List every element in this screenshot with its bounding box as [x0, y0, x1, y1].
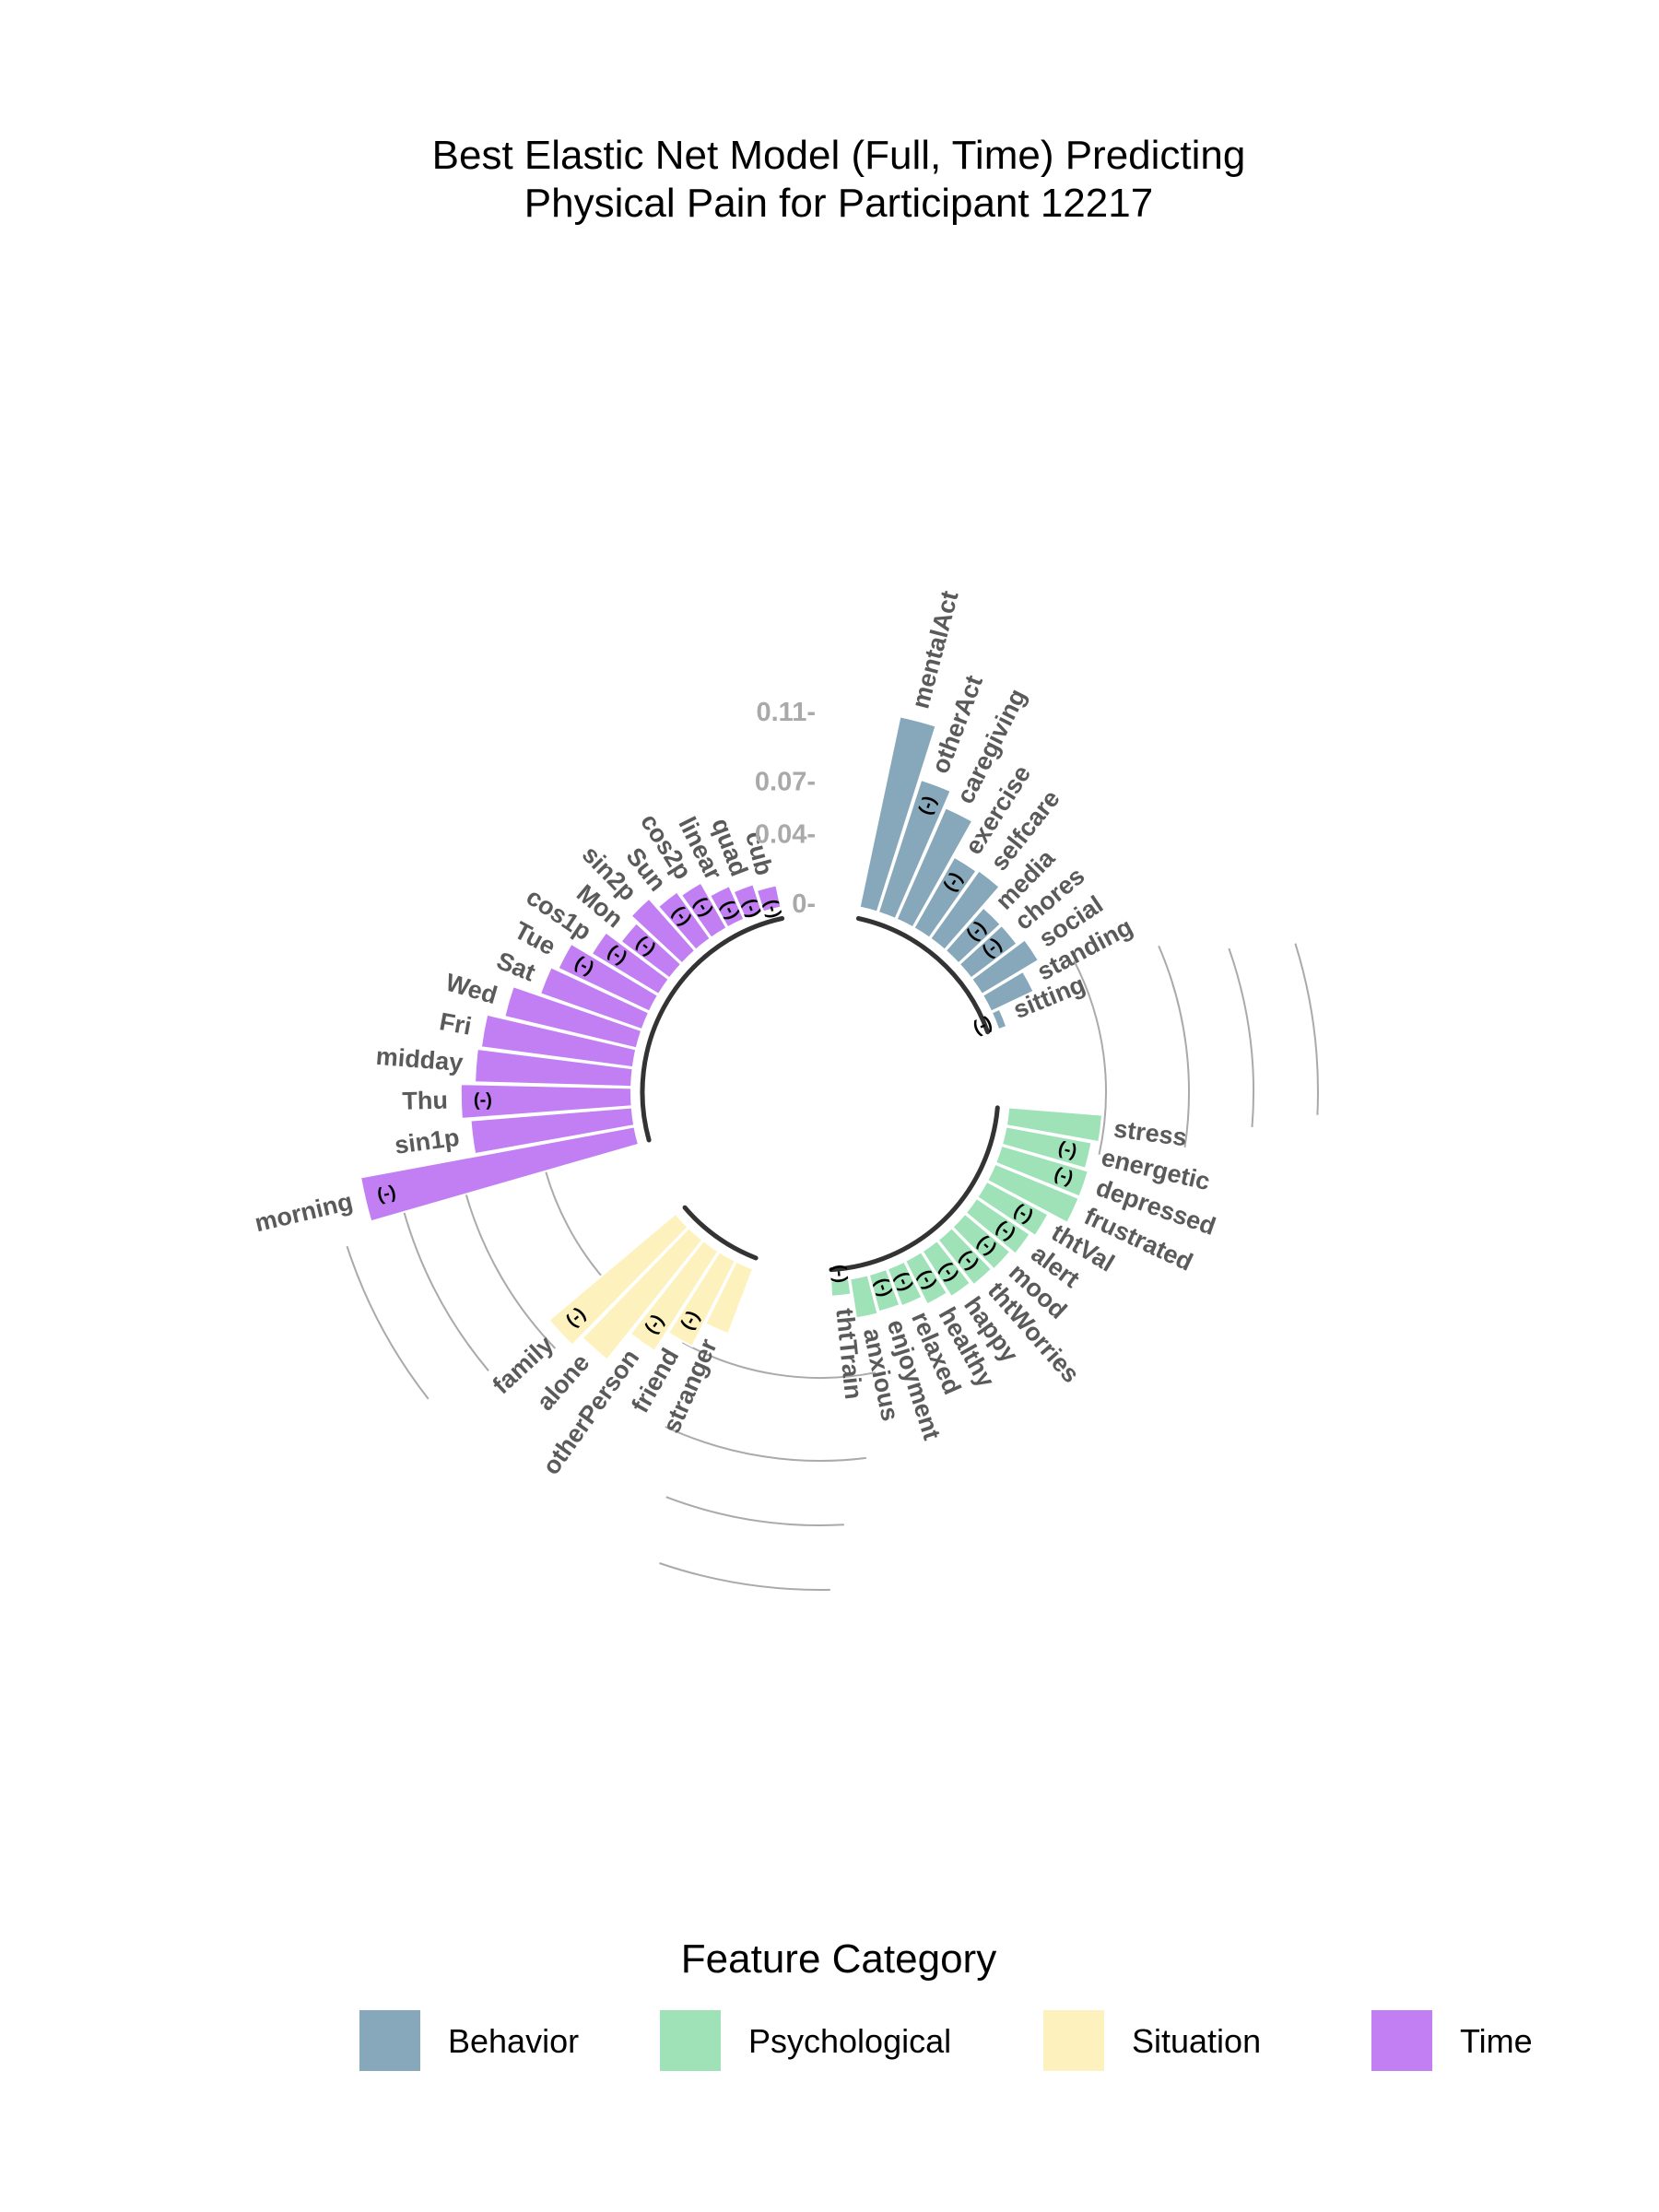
- baseline-behavior: [855, 916, 991, 1035]
- legend-title: Feature Category: [681, 1936, 996, 1982]
- legend-label-time: Time: [1460, 2022, 1533, 2060]
- gap-arc: [1294, 943, 1319, 1115]
- bar-mood: [951, 1212, 1012, 1271]
- bar-Sun: [656, 890, 712, 952]
- bar-Sat: [538, 965, 651, 1031]
- baseline-time: [640, 916, 785, 1143]
- label-Thu: Thu: [402, 1087, 448, 1115]
- label-morning: morning: [253, 1187, 356, 1237]
- bar-sitting: [990, 1007, 1008, 1031]
- legend-swatch-time: [1371, 2010, 1432, 2071]
- bar-frustrated: [985, 1162, 1080, 1225]
- bars: [359, 715, 1104, 1361]
- negative-marker-thtTrain: (-): [829, 1264, 851, 1284]
- gap-arc: [665, 1426, 866, 1463]
- bar-friend: [666, 1250, 737, 1348]
- label-thtTrain: thtTrain: [830, 1307, 867, 1401]
- bar-Tue: [557, 942, 660, 1013]
- legend: Feature Category Behavior Psychological Si…: [359, 1936, 1533, 2071]
- bar-linear: [708, 884, 746, 929]
- bar-stress: [1005, 1106, 1104, 1144]
- gap-arc: [659, 1562, 830, 1591]
- bar-midday: [474, 1047, 634, 1088]
- legend-swatch-psychological: [660, 2010, 721, 2071]
- bar-Wed: [503, 984, 643, 1050]
- legend-swatch-behavior: [359, 2010, 420, 2071]
- gap-arc: [681, 1341, 877, 1380]
- bar-family: [547, 1212, 689, 1347]
- bar-healthy: [903, 1250, 949, 1306]
- label-Wed: Wed: [442, 969, 500, 1010]
- radial-axis-ticks: 0- 0.04- 0.07- 0.11-: [755, 698, 816, 919]
- bar-thtTrain: [830, 1277, 853, 1298]
- bar-Thu: [459, 1083, 633, 1120]
- label-midday: midday: [375, 1042, 465, 1077]
- chart-title-line-1: Best Elastic Net Model (Full, Time) Pred…: [432, 133, 1246, 178]
- bar-quad: [732, 883, 764, 921]
- bar-sin1p: [469, 1106, 636, 1156]
- bar-standing: [981, 970, 1035, 1013]
- bar-cub: [755, 884, 782, 913]
- gap-arc: [1073, 959, 1107, 1155]
- bar-caregiving: [895, 806, 974, 929]
- bar-mentalAct: [858, 715, 937, 913]
- bar-morning: [359, 1125, 641, 1223]
- legend-label-behavior: Behavior: [448, 2022, 579, 2060]
- bar-otherAct: [877, 778, 952, 921]
- bar-Mon: [619, 921, 683, 980]
- bar-alert: [964, 1196, 1031, 1255]
- negative-marker-Thu: (-): [474, 1089, 493, 1111]
- group-baselines: [640, 916, 1000, 1273]
- radial-tick-label: 0-: [792, 889, 816, 919]
- label-Fri: Fri: [438, 1007, 474, 1041]
- bar-alone: [581, 1226, 704, 1361]
- chart-title-line-2: Physical Pain for Participant 12217: [524, 181, 1153, 226]
- bar-enjoyment: [867, 1267, 901, 1313]
- baseline-psychological: [829, 1105, 1000, 1273]
- legend-swatch-situation: [1043, 2010, 1104, 2071]
- label-stress: stress: [1112, 1114, 1189, 1151]
- negative-marker-morning: (-): [375, 1182, 398, 1206]
- bar-otherPerson: [629, 1239, 720, 1353]
- bar-relaxed: [886, 1260, 924, 1308]
- baseline-situation: [682, 1205, 759, 1261]
- bar-cos1p: [590, 931, 671, 996]
- bar-exercise: [912, 855, 978, 939]
- bar-chores: [958, 924, 1018, 980]
- bar-cos2p: [679, 881, 728, 939]
- bar-stranger: [703, 1260, 755, 1335]
- gap-arc: [1158, 945, 1191, 1148]
- bar-Fri: [479, 1013, 638, 1069]
- bar-energetic: [1000, 1125, 1093, 1171]
- negative-marker-sitting: (-): [971, 1013, 995, 1039]
- bar-happy: [921, 1239, 972, 1299]
- label-sin1p: sin1p: [393, 1124, 461, 1159]
- radial-tick-label: 0.11-: [757, 698, 817, 727]
- radial-tick-label: 0.04-: [755, 819, 816, 849]
- gap-arc: [403, 1211, 489, 1371]
- bar-social: [970, 938, 1041, 996]
- bar-anxious: [849, 1274, 879, 1320]
- bar-selfcare: [928, 869, 1001, 952]
- bar-thtVal: [976, 1180, 1050, 1238]
- bar-sin2p: [629, 897, 697, 965]
- bar-thtWorries: [936, 1226, 994, 1287]
- gap-arc: [346, 1245, 429, 1400]
- negative-marker-energetic: (-): [1056, 1138, 1079, 1162]
- legend-label-psychological: Psychological: [748, 2022, 951, 2060]
- legend-label-situation: Situation: [1132, 2022, 1261, 2060]
- bar-media: [944, 906, 1003, 965]
- radial-tick-label: 0.07-: [755, 768, 816, 797]
- gap-arc: [1228, 947, 1255, 1127]
- bar-depressed: [994, 1144, 1090, 1198]
- gap-arc: [458, 1169, 557, 1349]
- gap-arc: [665, 1496, 844, 1526]
